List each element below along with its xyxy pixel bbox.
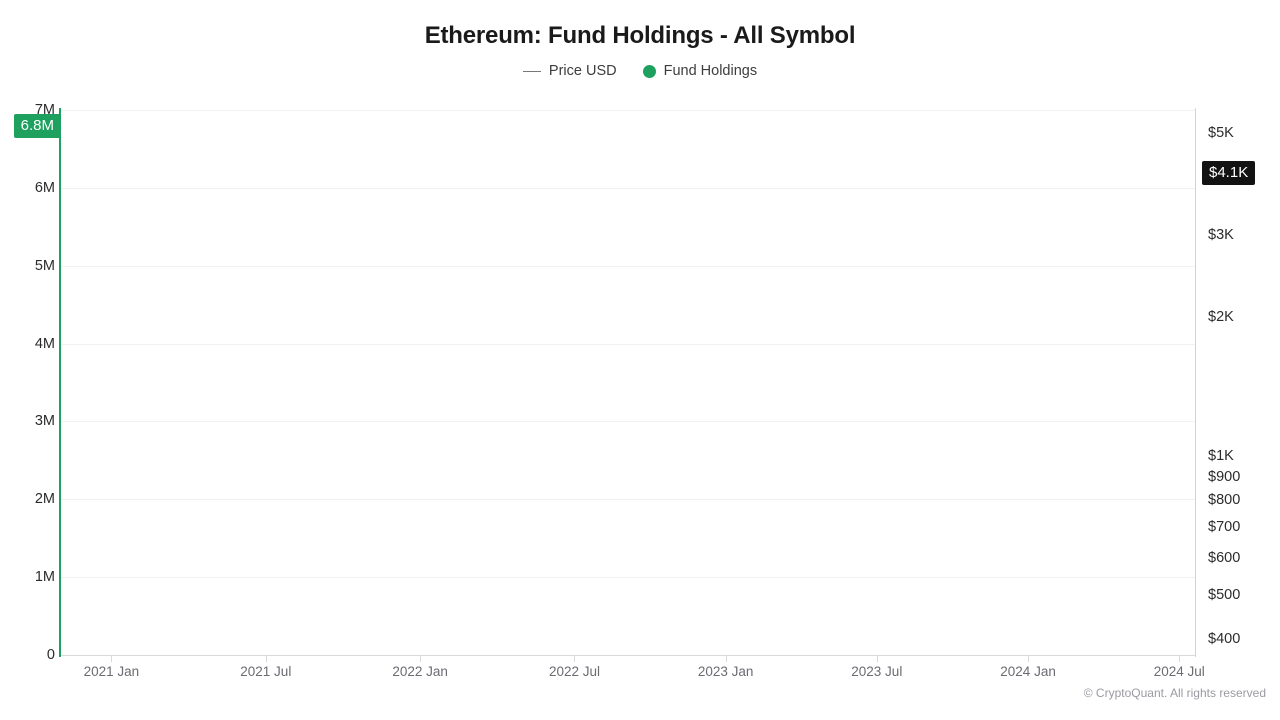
plot-background [61, 110, 1195, 655]
left-axis-tick-label: 2M [34, 491, 55, 508]
right-axis-tick-label: $600 [1208, 550, 1241, 567]
fund-holdings-value-badge: 6.8M [13, 113, 61, 138]
gridline [61, 343, 1195, 345]
gridline [61, 421, 1195, 423]
left-axis-tick-label: 1M [34, 569, 55, 586]
x-axis-tick-label: 2023 Jul [851, 664, 903, 679]
x-axis-tick-label: 2021 Jul [240, 664, 292, 679]
left-axis-tick-label: 3M [34, 413, 55, 430]
gridline [61, 577, 1195, 579]
right-axis-tick-label: $400 [1208, 631, 1241, 648]
left-axis-tick-label: 6M [34, 179, 55, 196]
gridline [61, 265, 1195, 267]
x-axis-tick-mark [1179, 655, 1181, 662]
left-axis-tick-label: 0 [46, 647, 55, 663]
dot-marker-icon [642, 64, 656, 78]
right-axis-tick-label: $900 [1208, 468, 1241, 485]
x-axis-tick-mark [725, 655, 727, 662]
x-axis-tick-mark [876, 655, 878, 662]
legend-label-fund-holdings: Fund Holdings [663, 63, 758, 79]
right-axis-tick-label: $1K [1208, 447, 1234, 464]
gridline [61, 110, 1195, 111]
x-axis-tick-mark [265, 655, 267, 662]
legend-item-price-usd[interactable]: Price USD [522, 63, 617, 79]
chart-legend: Price USD Fund Holdings [0, 63, 1280, 79]
gridline [61, 187, 1195, 189]
x-axis-tick-label: 2023 Jan [697, 664, 754, 679]
right-axis-line [1195, 108, 1196, 657]
legend-item-fund-holdings[interactable]: Fund Holdings [642, 63, 758, 79]
right-axis-tick-label: $800 [1208, 492, 1241, 509]
right-axis-tick-label: $3K [1208, 227, 1234, 244]
copyright-footer: © CryptoQuant. All rights reserved [1083, 686, 1266, 700]
bottom-axis-line [61, 655, 1195, 656]
legend-label-price-usd: Price USD [548, 63, 617, 79]
x-axis-tick-label: 2024 Jul [1153, 664, 1205, 679]
x-axis-tick-mark [574, 655, 576, 662]
price-value-badge: $4.1K [1202, 160, 1256, 185]
line-marker-icon [522, 70, 541, 72]
x-axis-tick-label: 2022 Jan [392, 664, 448, 679]
chart-title: Ethereum: Fund Holdings - All Symbol [424, 22, 856, 49]
x-axis-tick-mark [111, 655, 113, 662]
gridline [61, 499, 1195, 501]
x-axis-tick-mark [1028, 655, 1030, 662]
right-axis-tick-label: $500 [1208, 586, 1241, 603]
right-axis-tick-label: $2K [1208, 308, 1234, 325]
plot-area [61, 110, 1195, 655]
left-axis-tick-label: 4M [34, 335, 55, 352]
x-axis-tick-label: 2021 Jan [83, 664, 140, 679]
left-axis-line [59, 108, 61, 657]
x-axis-tick-label: 2024 Jan [1000, 664, 1056, 679]
x-axis-tick-mark [420, 655, 422, 662]
right-axis-tick-label: $5K [1208, 124, 1234, 141]
left-axis-tick-label: 5M [34, 257, 55, 274]
right-axis-tick-label: $700 [1208, 519, 1241, 536]
x-axis-tick-label: 2022 Jul [548, 664, 600, 679]
